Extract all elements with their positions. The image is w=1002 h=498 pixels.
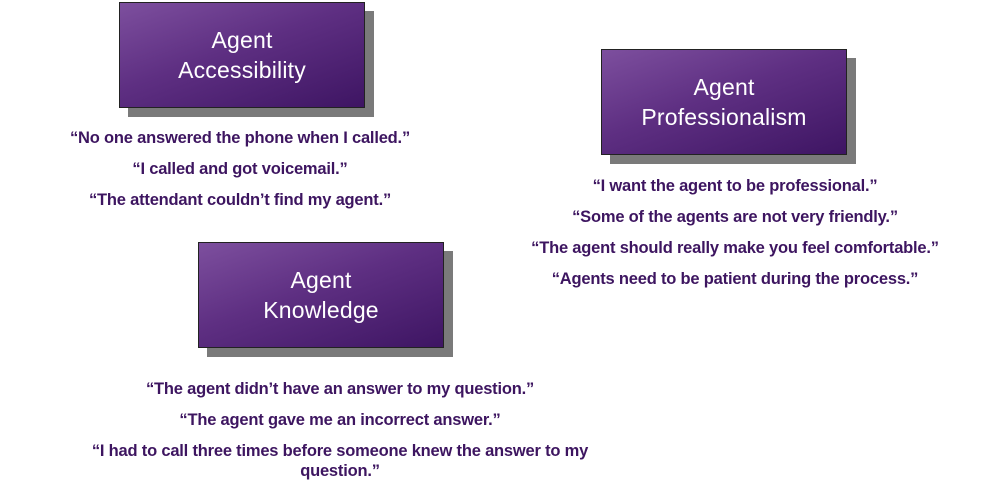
knowledge-quotes: “The agent didn’t have an answer to my q… [60,379,620,481]
quote: “The attendant couldn’t find my agent.” [88,191,392,209]
quote: “The agent should really make you feel c… [531,239,939,257]
quote: “The agent gave me an incorrect answer.” [179,411,501,429]
professionalism-quotes: “I want the agent to be professional.” “… [485,176,985,300]
knowledge-title: Agent Knowledge [263,267,379,323]
knowledge-box: Agent Knowledge [198,242,444,348]
quote: “Some of the agents are not very friendl… [572,208,898,226]
quote: “I called and got voicemail.” [132,160,348,178]
quote: “No one answered the phone when I called… [70,129,410,147]
quote: “The agent didn’t have an answer to my q… [145,380,535,398]
accessibility-title: Agent Accessibility [178,27,306,83]
quote: “I had to call three times before someon… [91,442,589,480]
professionalism-box: Agent Professionalism [601,49,847,155]
accessibility-box: Agent Accessibility [119,2,365,108]
accessibility-quotes: “No one answered the phone when I called… [20,128,460,221]
professionalism-title: Agent Professionalism [641,74,807,130]
quote: “Agents need to be patient during the pr… [551,270,919,288]
quote: “I want the agent to be professional.” [592,177,878,195]
